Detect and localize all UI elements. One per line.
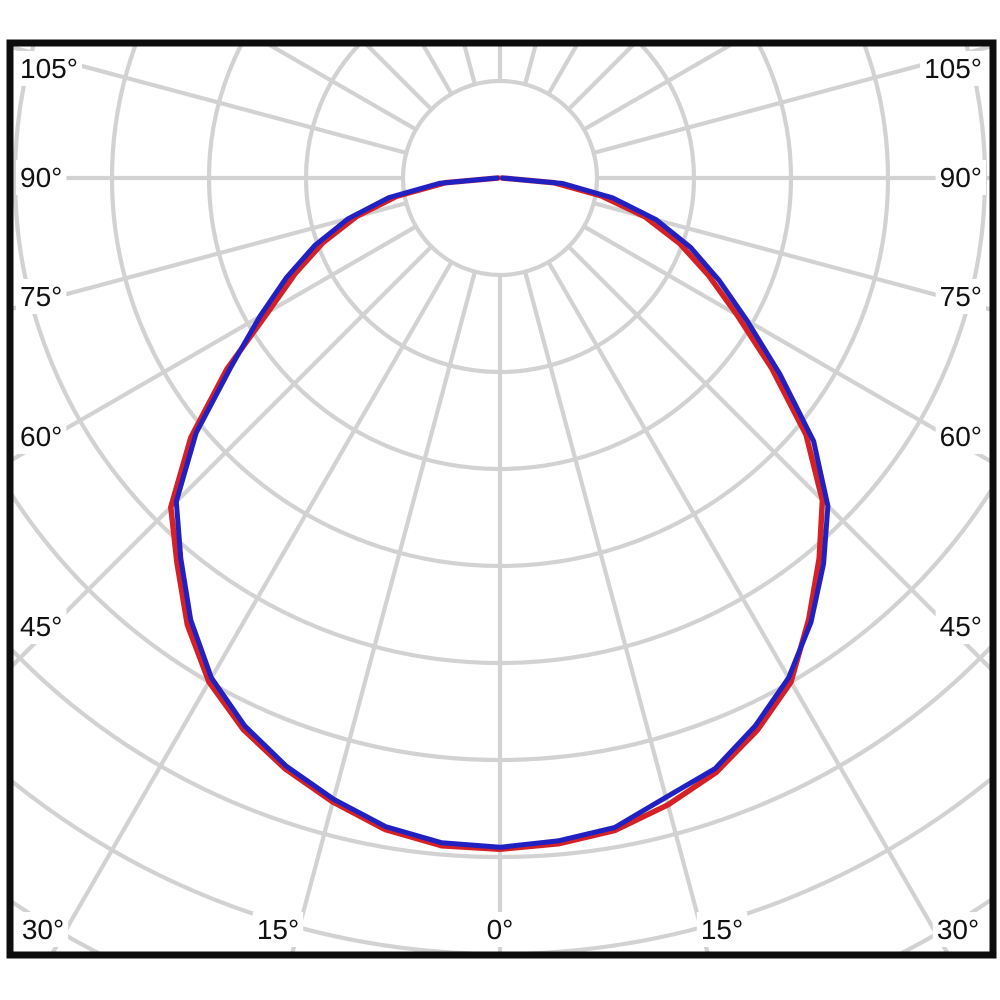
polar-grid-spoke	[13, 245, 433, 668]
curves-layer	[168, 175, 831, 852]
angle-label-backing	[16, 160, 67, 195]
angle-label-backing	[935, 160, 986, 195]
angle-label-backing	[252, 912, 304, 947]
polar-grid-spoke	[290, 271, 477, 952]
polar-grid-spoke	[50, 260, 454, 952]
angle-label-backing	[16, 609, 67, 644]
angle-label: 45°	[20, 611, 62, 642]
angle-label-backing	[696, 912, 748, 947]
angle-label-backing	[920, 51, 986, 86]
angle-label: 30°	[937, 914, 979, 945]
angle-label: 45°	[940, 611, 982, 642]
polar-grid-spoke	[567, 245, 990, 671]
c90-c270-curve	[173, 175, 831, 850]
angle-label-backing	[935, 279, 986, 314]
angle-label-backing	[932, 912, 984, 947]
angle-label-backing	[17, 912, 69, 947]
angle-label: 60°	[940, 421, 982, 452]
angle-label: 75°	[940, 281, 982, 312]
chart-frame	[6, 39, 997, 959]
polar-grid-spoke	[13, 201, 407, 311]
angle-label: 30°	[22, 914, 64, 945]
angle-label: 105°	[20, 53, 78, 84]
angle-label: 0°	[487, 914, 514, 945]
polar-grid-spoke	[546, 260, 950, 952]
angle-label: 90°	[20, 162, 62, 193]
angle-label: 60°	[20, 421, 62, 452]
angle-label-backing	[16, 51, 82, 86]
polar-grid-spoke	[593, 46, 990, 155]
angle-label: 15°	[701, 914, 743, 945]
angle-label: 75°	[20, 281, 62, 312]
angle-label: 15°	[257, 914, 299, 945]
polar-grid-spoke	[593, 201, 990, 312]
angle-label-backing	[935, 419, 986, 454]
angle-label: 90°	[940, 162, 982, 193]
angle-label-backing	[482, 912, 518, 947]
angle-label-backing	[935, 609, 986, 644]
angle-label-backing	[16, 279, 67, 314]
angle-label-backing	[16, 419, 67, 454]
angle-label: 105°	[924, 53, 982, 84]
polar-grid-spoke	[13, 46, 407, 155]
polar-grid-spoke	[13, 224, 418, 462]
polar-grid-spoke	[523, 271, 710, 952]
